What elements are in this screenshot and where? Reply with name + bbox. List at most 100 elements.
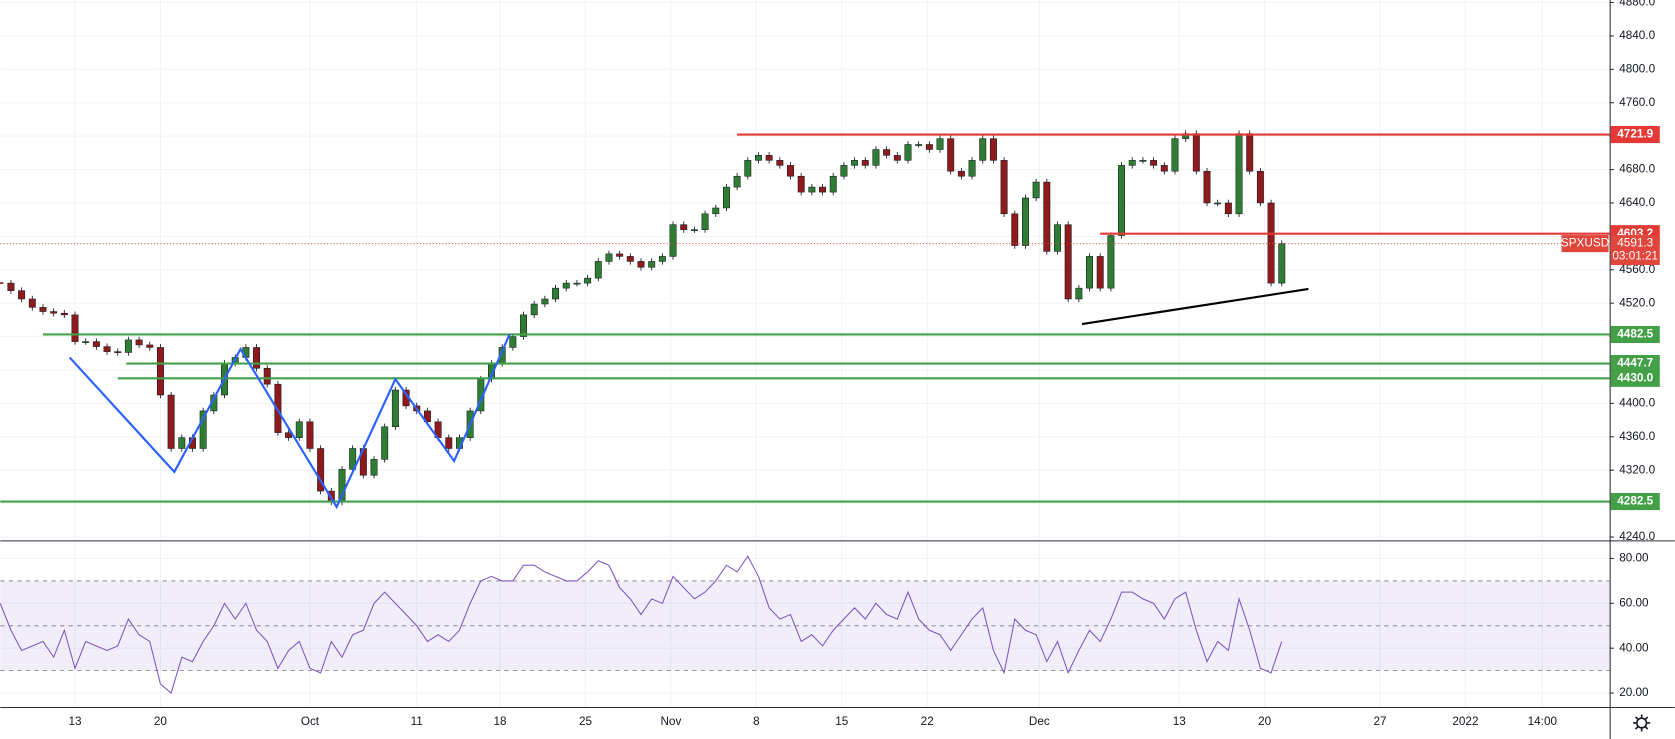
gear-teeth bbox=[1633, 714, 1651, 732]
x-tick-label: 8 bbox=[753, 715, 760, 728]
candle-body bbox=[1011, 213, 1019, 246]
candle-body bbox=[295, 421, 303, 438]
candle-body bbox=[797, 175, 805, 193]
candle-body bbox=[840, 165, 848, 177]
y-tick-label: 4560.0 bbox=[1619, 263, 1655, 276]
candle-body bbox=[1246, 133, 1254, 172]
y-tick-label: 60.00 bbox=[1619, 596, 1649, 609]
level-tag bbox=[1610, 369, 1660, 387]
candle-body bbox=[733, 175, 741, 188]
candle-body bbox=[391, 389, 399, 428]
candle-body bbox=[893, 155, 901, 161]
candle-body bbox=[306, 421, 314, 449]
level-tag bbox=[1610, 126, 1660, 144]
x-tick-label: Nov bbox=[660, 715, 681, 728]
candle-body bbox=[199, 410, 207, 449]
candle-body bbox=[1192, 133, 1200, 172]
candle-body bbox=[1096, 256, 1104, 289]
candle-body bbox=[370, 459, 378, 476]
symbol-tag bbox=[1561, 235, 1609, 253]
candle-body bbox=[1054, 224, 1061, 252]
candle-body bbox=[851, 160, 859, 166]
candle-body bbox=[1278, 243, 1286, 284]
candle-body bbox=[1160, 165, 1168, 172]
candle-body bbox=[637, 261, 645, 268]
candle-body bbox=[872, 149, 880, 166]
x-tick-label: 22 bbox=[921, 715, 934, 728]
candle-body bbox=[71, 314, 79, 342]
candle-body bbox=[968, 160, 976, 177]
y-tick-label: 4520.0 bbox=[1619, 296, 1655, 309]
candle-body bbox=[562, 282, 570, 289]
x-tick-label: 25 bbox=[579, 715, 593, 728]
candle-body bbox=[989, 138, 997, 161]
candle-body bbox=[1118, 165, 1126, 236]
candle-body bbox=[520, 314, 528, 337]
y-tick-label: 40.00 bbox=[1619, 641, 1649, 654]
candle-body bbox=[765, 155, 773, 161]
candle-body bbox=[1267, 202, 1275, 284]
grid bbox=[0, 0, 1610, 707]
candle-body bbox=[701, 213, 709, 230]
plot bbox=[0, 130, 1610, 694]
candle-body bbox=[669, 224, 677, 257]
candle-body bbox=[861, 160, 869, 166]
candle-body bbox=[103, 346, 111, 352]
candle-body bbox=[957, 170, 965, 177]
y-tick-label: 4400.0 bbox=[1619, 396, 1655, 409]
y-tick-label: 4680.0 bbox=[1619, 163, 1655, 176]
x-tick-label: 18 bbox=[494, 715, 508, 728]
candle-body bbox=[541, 298, 549, 305]
candle-body bbox=[445, 437, 453, 449]
candle-body bbox=[263, 368, 271, 385]
candle-body bbox=[50, 311, 58, 314]
symbol-label: SPXUSD bbox=[1561, 237, 1609, 250]
candle-body bbox=[167, 394, 175, 449]
rsi-line bbox=[0, 555, 1283, 694]
y-tick-label: 4320.0 bbox=[1619, 463, 1655, 476]
x-tick-label: 2022 bbox=[1452, 715, 1478, 728]
candle-body bbox=[690, 229, 698, 232]
candle-body bbox=[594, 261, 602, 279]
zigzag bbox=[68, 333, 511, 510]
y-tick-label: 4240.0 bbox=[1619, 530, 1655, 543]
candle-body bbox=[28, 298, 36, 308]
x-tick-label: 20 bbox=[154, 715, 168, 728]
candle-body bbox=[1139, 160, 1147, 162]
x-tick-label: Oct bbox=[301, 715, 320, 728]
candle-body bbox=[1043, 181, 1051, 252]
y-tick-label: 20.00 bbox=[1619, 686, 1649, 699]
candle-body bbox=[1171, 138, 1179, 172]
candle-body bbox=[787, 165, 794, 177]
candle-body bbox=[1150, 160, 1158, 166]
candle-body bbox=[60, 312, 68, 316]
candle-body bbox=[712, 207, 720, 215]
candle-body bbox=[573, 282, 581, 285]
x-tick-label: 20 bbox=[1258, 715, 1272, 728]
candle-body bbox=[755, 155, 762, 161]
candle-body bbox=[947, 138, 955, 172]
candle-body bbox=[904, 144, 912, 161]
candle-body bbox=[317, 448, 325, 492]
level-label: 4282.5 bbox=[1617, 495, 1653, 508]
candle-body bbox=[1203, 170, 1211, 204]
y-tick-label: 4640.0 bbox=[1619, 196, 1655, 209]
level-label: 4721.9 bbox=[1617, 128, 1653, 141]
candle-body bbox=[552, 287, 560, 300]
candle-body bbox=[178, 437, 186, 449]
candle-body bbox=[1107, 235, 1115, 289]
candle-body bbox=[883, 149, 891, 156]
x-tick-label: 13 bbox=[1173, 715, 1187, 728]
candle-body bbox=[18, 290, 26, 300]
candle-body bbox=[114, 351, 122, 353]
level-tag bbox=[1610, 355, 1660, 373]
candle-body bbox=[744, 160, 752, 177]
candle-body bbox=[1128, 160, 1136, 166]
settings-button[interactable] bbox=[1633, 714, 1651, 732]
candle-body bbox=[658, 256, 666, 262]
y-tick-label: 4840.0 bbox=[1619, 29, 1655, 42]
x-tick-label: 27 bbox=[1373, 715, 1386, 728]
candle-body bbox=[146, 344, 154, 348]
candle-body bbox=[92, 341, 100, 347]
x-tick-label: 13 bbox=[68, 715, 82, 728]
